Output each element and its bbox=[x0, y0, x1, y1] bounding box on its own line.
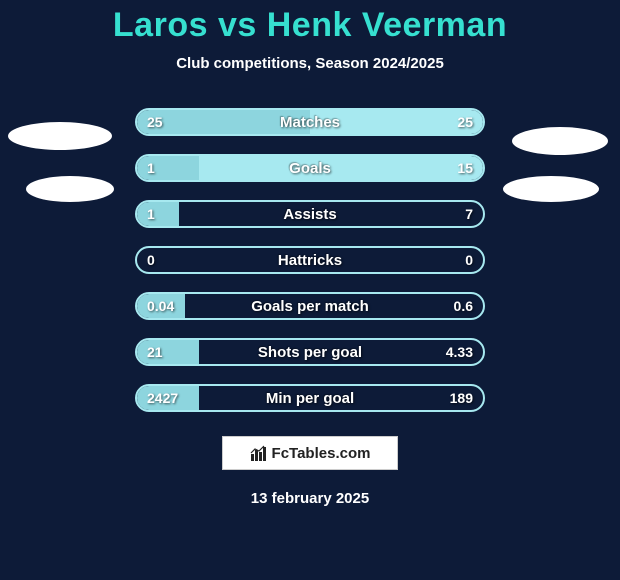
date-text: 13 february 2025 bbox=[0, 490, 620, 507]
stat-value-left: 1 bbox=[147, 206, 155, 222]
logo-text: FcTables.com bbox=[272, 445, 371, 462]
stat-value-left: 2427 bbox=[147, 390, 178, 406]
stat-row: 21Shots per goal4.33 bbox=[135, 338, 485, 366]
bar-chart-icon bbox=[250, 444, 268, 462]
stat-value-left: 21 bbox=[147, 344, 163, 360]
decoration-ellipse bbox=[512, 127, 608, 155]
stat-value-right: 189 bbox=[450, 390, 473, 406]
stat-value-right: 15 bbox=[457, 160, 473, 176]
player2-name: Henk Veerman bbox=[267, 6, 507, 44]
stat-value-right: 7 bbox=[465, 206, 473, 222]
stat-row: 2427Min per goal189 bbox=[135, 384, 485, 412]
stat-value-right: 0.6 bbox=[454, 298, 473, 314]
stat-value-right: 25 bbox=[457, 114, 473, 130]
stat-fill-right bbox=[199, 156, 483, 180]
player1-name: Laros bbox=[113, 6, 208, 44]
decoration-ellipse bbox=[503, 176, 599, 202]
stat-row: 1Goals15 bbox=[135, 154, 485, 182]
stat-row: 1Assists7 bbox=[135, 200, 485, 228]
comparison-title: Laros vs Henk Veerman bbox=[0, 0, 620, 45]
stat-value-left: 0 bbox=[147, 252, 155, 268]
stat-label: Assists bbox=[137, 206, 483, 223]
stat-label: Hattricks bbox=[137, 252, 483, 269]
vs-text: vs bbox=[218, 6, 257, 44]
subtitle: Club competitions, Season 2024/2025 bbox=[0, 55, 620, 72]
decoration-ellipse bbox=[26, 176, 114, 202]
stat-value-right: 0 bbox=[465, 252, 473, 268]
stat-value-left: 25 bbox=[147, 114, 163, 130]
stat-row: 0Hattricks0 bbox=[135, 246, 485, 274]
decoration-ellipse bbox=[8, 122, 112, 150]
logo-box: FcTables.com bbox=[222, 436, 398, 470]
stat-fill-left bbox=[137, 202, 179, 226]
stat-row: 25Matches25 bbox=[135, 108, 485, 136]
stat-value-left: 0.04 bbox=[147, 298, 174, 314]
stat-value-left: 1 bbox=[147, 160, 155, 176]
stat-value-right: 4.33 bbox=[446, 344, 473, 360]
stat-row: 0.04Goals per match0.6 bbox=[135, 292, 485, 320]
stat-label: Goals per match bbox=[137, 298, 483, 315]
stats-container: 25Matches251Goals151Assists70Hattricks00… bbox=[135, 108, 485, 412]
